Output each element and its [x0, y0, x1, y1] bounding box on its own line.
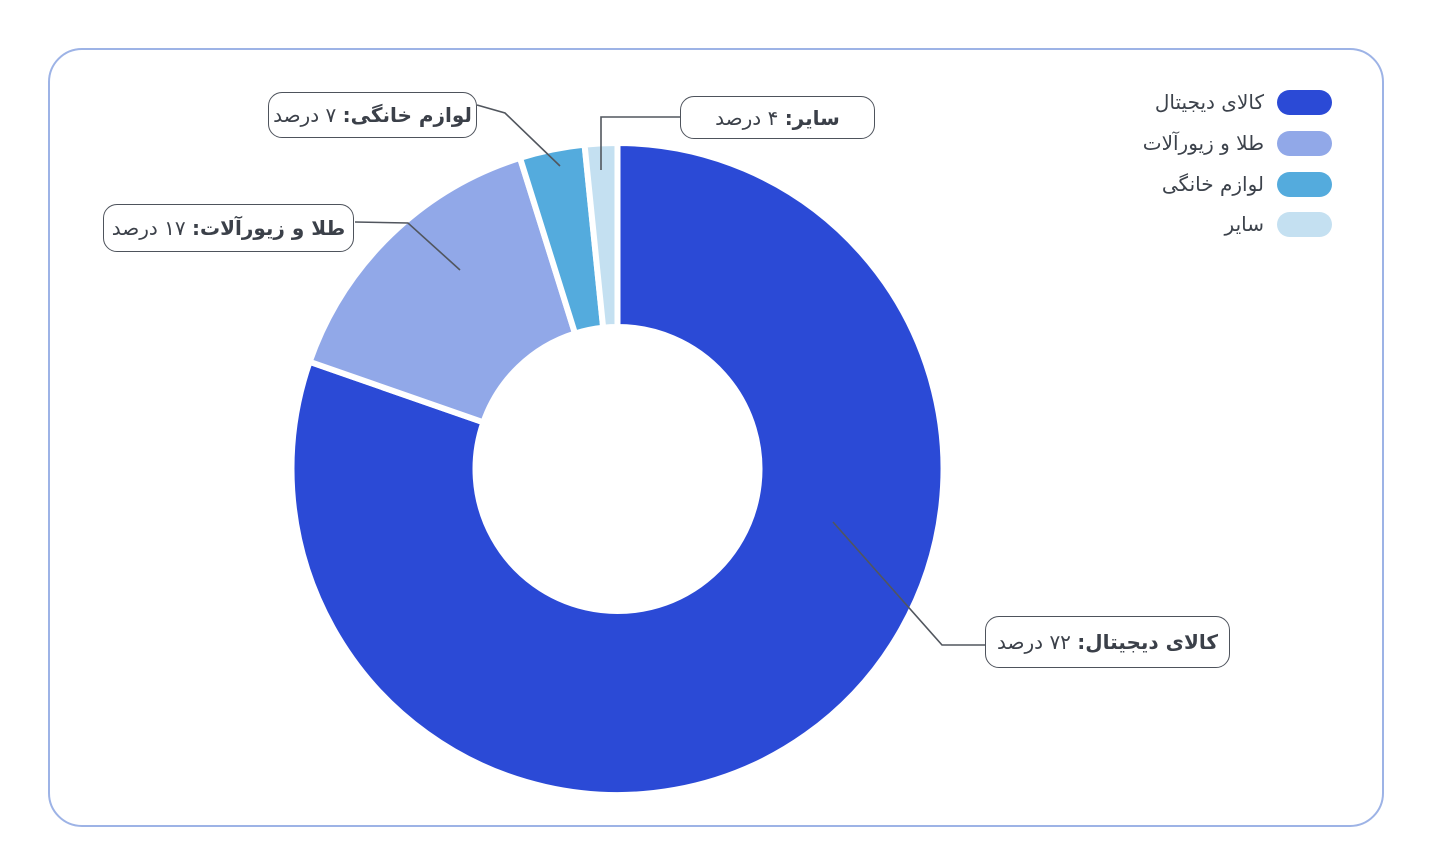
- pie-slice-other[interactable]: [581, 140, 621, 331]
- callout-leader-other: [600, 116, 680, 170]
- callout-home-appliances: لوازم خانگی: ۷ درصد: [268, 92, 477, 138]
- callout-category-label: سایر:: [784, 105, 840, 130]
- callout-category-label: طلا و زیورآلات:: [191, 216, 346, 240]
- legend-swatch: [1277, 90, 1332, 115]
- callout-value-label: ۷ درصد: [273, 103, 337, 127]
- callout-category-label: لوازم خانگی:: [342, 103, 472, 127]
- callout-digital-goods: کالای دیجیتال: ۷۲ درصد: [985, 616, 1230, 668]
- callout-value-label: ۷۲ درصد: [997, 630, 1071, 654]
- pie-slice-digital-goods[interactable]: [288, 140, 947, 798]
- callout-other: سایر: ۴ درصد: [680, 96, 875, 139]
- legend-item-home-appliances[interactable]: لوازم خانگی: [1162, 172, 1332, 197]
- callout-value-label: ۱۷ درصد: [111, 216, 186, 240]
- legend-swatch: [1277, 172, 1332, 197]
- callout-leader-gold-jewelry: [354, 221, 461, 271]
- callout-category-label: کالای دیجیتال:: [1077, 630, 1218, 654]
- legend-swatch: [1277, 131, 1332, 156]
- legend-swatch: [1277, 212, 1332, 237]
- legend-item-digital-goods[interactable]: کالای دیجیتال: [1155, 90, 1332, 115]
- legend-item-other[interactable]: سایر: [1225, 212, 1332, 237]
- legend-label: کالای دیجیتال: [1154, 90, 1264, 114]
- callout-value-label: ۴ درصد: [715, 105, 779, 130]
- callout-leader-home-appliances: [476, 104, 561, 167]
- callout-leader-digital-goods: [832, 521, 985, 646]
- legend-label: لوازم خانگی: [1161, 172, 1264, 196]
- legend-label: طلا و زیورآلات: [1142, 131, 1264, 155]
- legend-item-gold-jewelry[interactable]: طلا و زیورآلات: [1143, 131, 1332, 156]
- callout-gold-jewelry: طلا و زیورآلات: ۱۷ درصد: [103, 204, 354, 252]
- legend-label: سایر: [1224, 212, 1264, 236]
- pie-slice-gold-jewelry[interactable]: [306, 154, 579, 426]
